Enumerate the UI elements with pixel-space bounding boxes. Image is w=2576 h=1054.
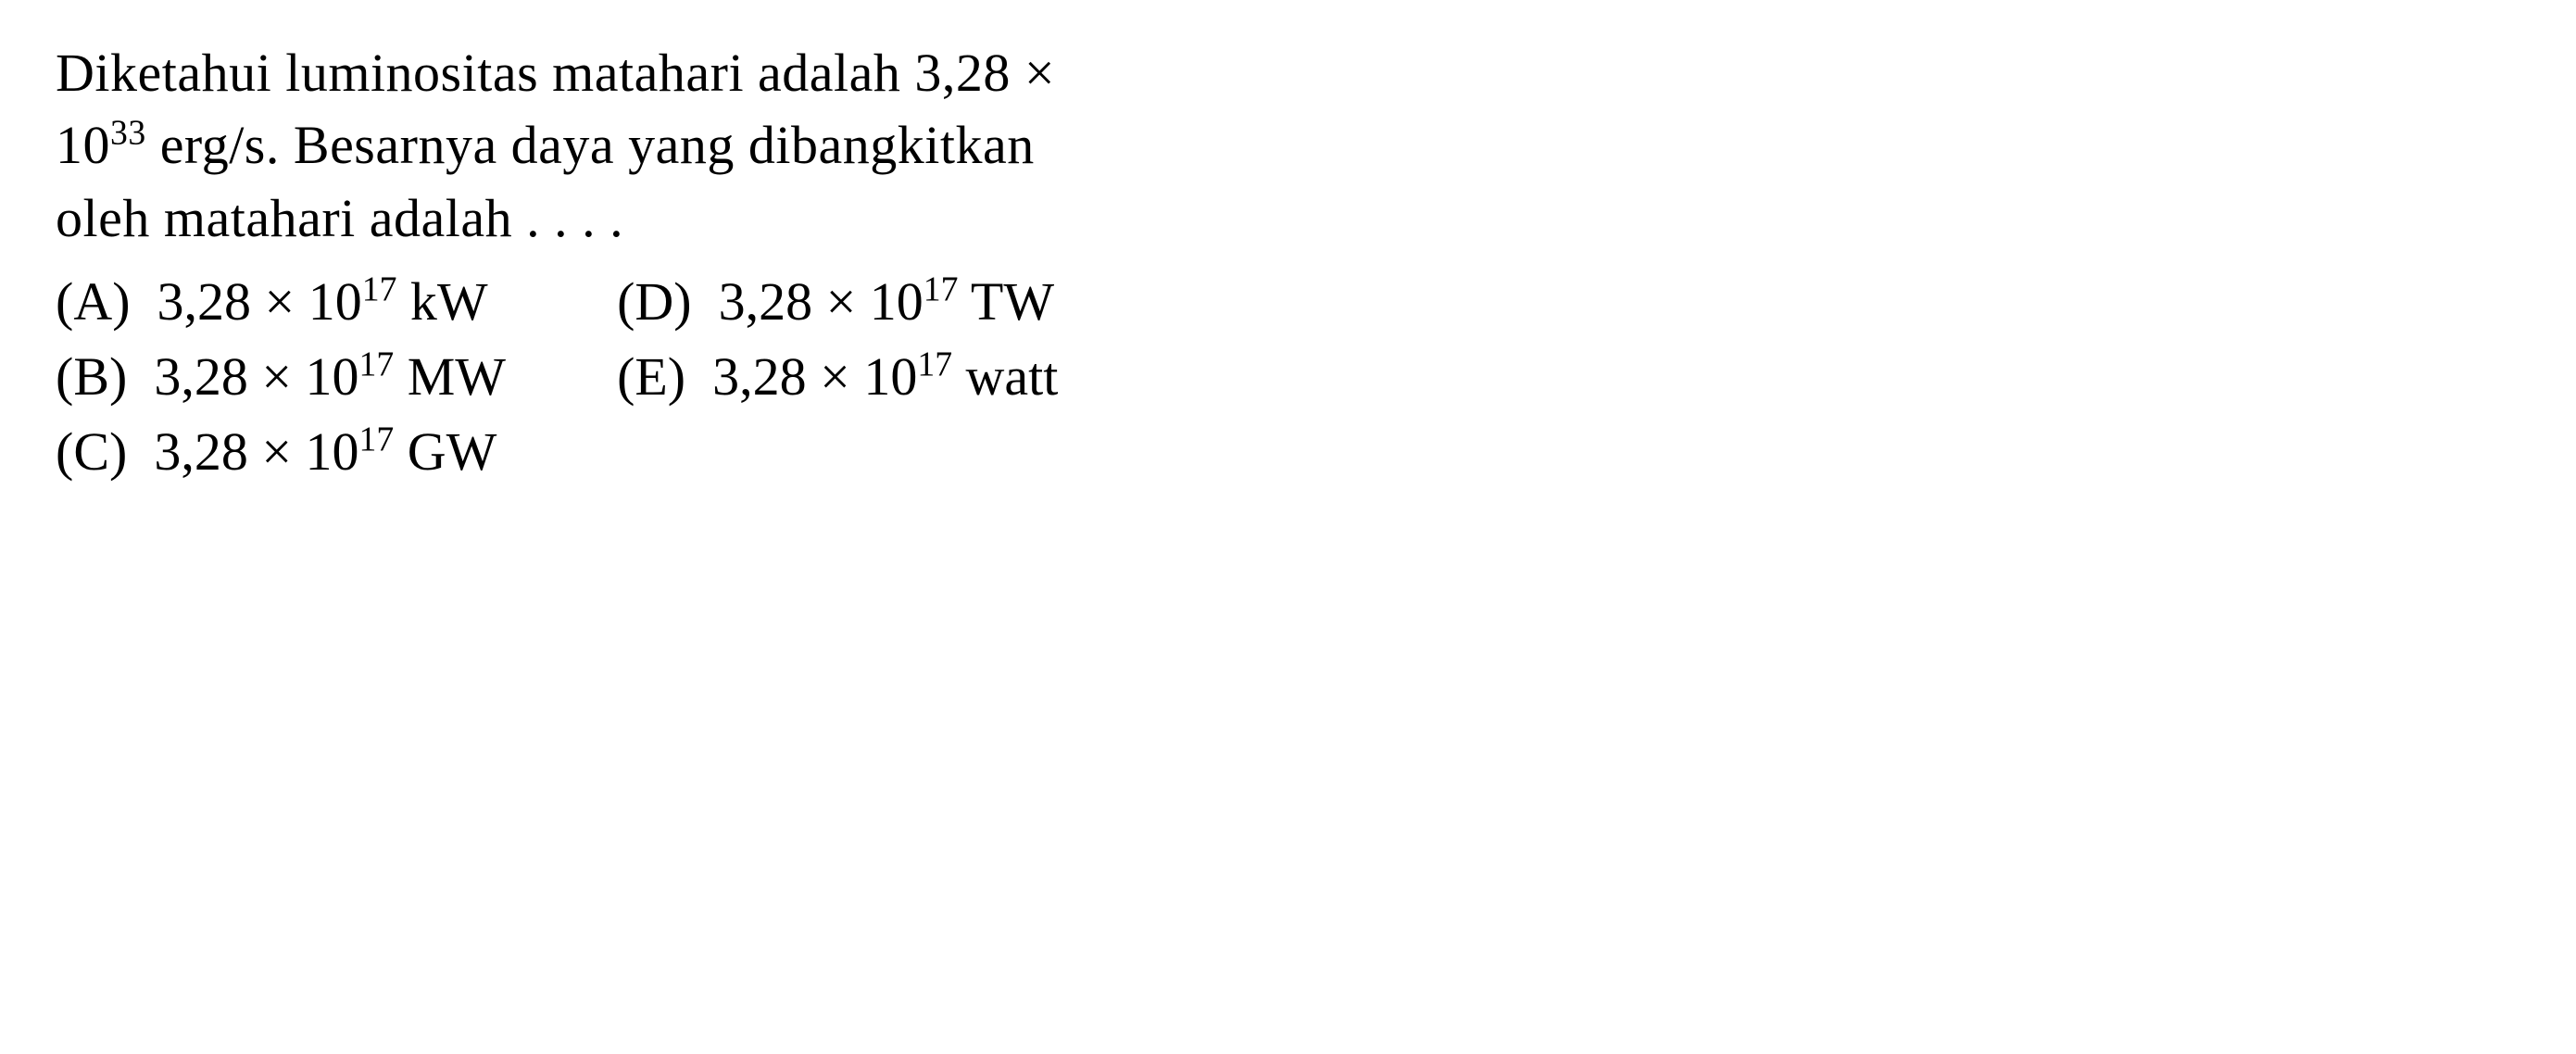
options-column-left: (A) 3,28 × 1017 kW (B) 3,28 × 1017 MW (C… <box>56 264 506 490</box>
option-c-prefix: 3,28 × 10 <box>154 421 358 482</box>
option-c: (C) 3,28 × 1017 GW <box>56 414 506 489</box>
option-b: (B) 3,28 × 1017 MW <box>56 339 506 414</box>
option-d: (D) 3,28 × 1017 TW <box>617 264 1058 339</box>
option-d-label: (D) <box>617 271 692 332</box>
option-e: (E) 3,28 × 1017 watt <box>617 339 1058 414</box>
option-b-prefix: 3,28 × 10 <box>154 346 358 407</box>
question-line-2-exponent: 33 <box>110 114 146 153</box>
option-b-label: (B) <box>56 346 127 407</box>
option-e-exponent: 17 <box>917 345 952 384</box>
option-a-label: (A) <box>56 271 131 332</box>
option-b-exponent: 17 <box>359 345 395 384</box>
question-line-1: Diketahui luminositas matahari adalah 3,… <box>56 43 1055 103</box>
question-line-2-prefix: 10 <box>56 115 110 175</box>
option-e-label: (E) <box>617 346 685 407</box>
option-d-prefix: 3,28 × 10 <box>719 271 924 332</box>
option-c-unit: GW <box>394 421 496 482</box>
option-a-unit: kW <box>396 271 487 332</box>
option-a-exponent: 17 <box>362 270 397 309</box>
option-e-prefix: 3,28 × 10 <box>712 346 917 407</box>
option-c-label: (C) <box>56 421 127 482</box>
question-line-2-suffix: erg/s. Besarnya daya yang dibangkitkan <box>146 115 1035 175</box>
physics-question: Diketahui luminositas matahari adalah 3,… <box>56 37 2520 489</box>
option-c-exponent: 17 <box>359 420 395 459</box>
option-d-unit: TW <box>958 271 1054 332</box>
option-d-exponent: 17 <box>924 270 959 309</box>
options-column-right: (D) 3,28 × 1017 TW (E) 3,28 × 1017 watt <box>617 264 1058 490</box>
option-e-unit: watt <box>952 346 1058 407</box>
question-stem: Diketahui luminositas matahari adalah 3,… <box>56 37 2520 255</box>
option-a-prefix: 3,28 × 10 <box>157 271 362 332</box>
option-a: (A) 3,28 × 1017 kW <box>56 264 506 339</box>
question-line-3: oleh matahari adalah . . . . <box>56 188 623 248</box>
answer-options: (A) 3,28 × 1017 kW (B) 3,28 × 1017 MW (C… <box>56 264 2520 490</box>
option-b-unit: MW <box>394 346 506 407</box>
